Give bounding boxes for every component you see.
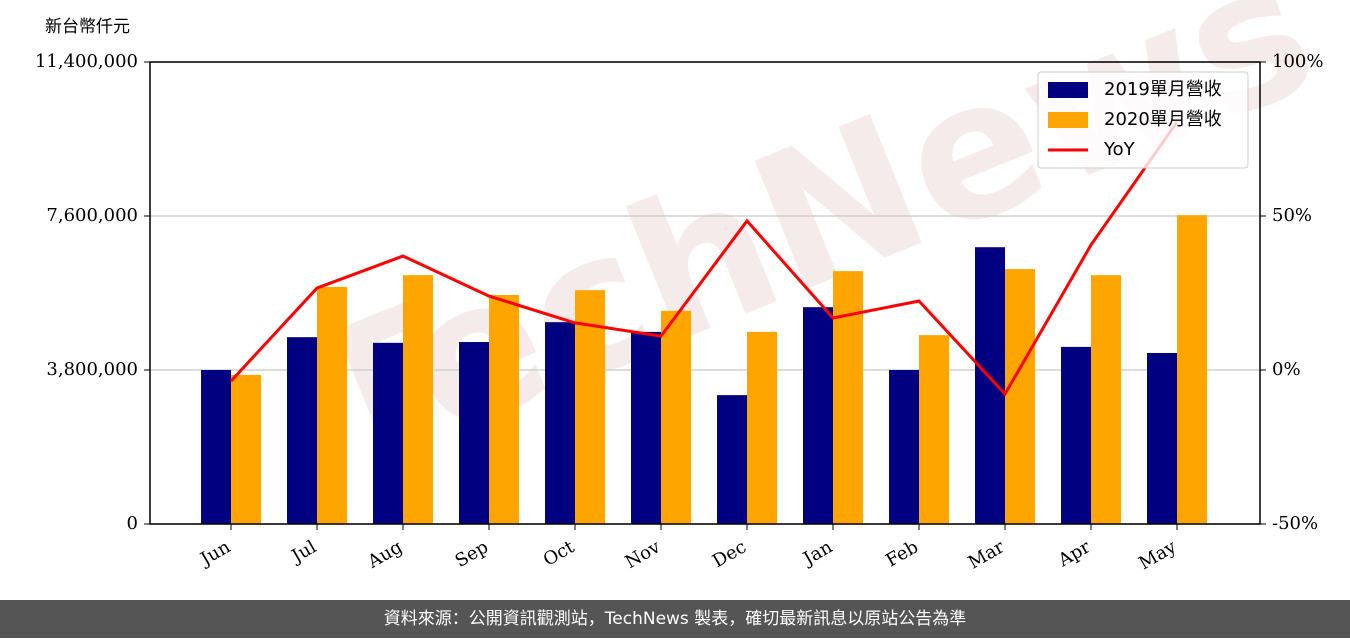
bar — [1147, 352, 1177, 524]
bar — [803, 307, 833, 524]
y2-tick-label: -50% — [1272, 513, 1318, 534]
bar — [747, 331, 777, 524]
x-tick-label: Jan — [798, 536, 836, 570]
bar — [975, 247, 1005, 524]
footer-bar — [0, 600, 1350, 638]
legend-label: YoY — [1103, 139, 1136, 160]
x-tick-label: Dec — [709, 536, 750, 572]
bar — [545, 322, 575, 524]
bar — [287, 337, 317, 524]
bar — [717, 395, 747, 524]
bar — [1091, 275, 1121, 524]
plot-frame — [149, 61, 1261, 525]
footer: 資料來源：公開資訊觀測站，TechNews 製表，確切最新訊息以原站公告為準 — [384, 609, 966, 629]
bar — [661, 310, 691, 524]
y-tick-label: 7,600,000 — [46, 205, 138, 226]
x-tick-label: Oct — [540, 536, 579, 571]
bar — [631, 331, 661, 524]
bar — [919, 335, 949, 524]
bar — [575, 290, 605, 524]
x-tick-label: Jun — [195, 536, 234, 571]
bar — [489, 295, 519, 524]
legend-label: 2020單月營收 — [1104, 109, 1222, 130]
bar — [459, 342, 489, 524]
x-tick-label: Apr — [1054, 536, 1094, 571]
y-tick-label: 11,400,000 — [35, 51, 138, 72]
bar — [373, 342, 403, 524]
legend-label: 2019單月營收 — [1104, 79, 1222, 100]
bar — [1061, 346, 1091, 524]
y2-tick-label: 100% — [1272, 51, 1323, 72]
legend-box — [1037, 71, 1249, 169]
x-tick-label: May — [1135, 536, 1180, 574]
legend-swatch — [1048, 112, 1088, 128]
x-tick-label: Feb — [882, 536, 922, 571]
bar — [403, 275, 433, 524]
y-tick-label: 0 — [127, 513, 138, 534]
x-tick-label: Aug — [363, 536, 406, 573]
bar — [201, 370, 231, 524]
legend-swatch — [1048, 82, 1088, 98]
bar — [1177, 215, 1207, 525]
bar — [231, 374, 261, 524]
yoy-line — [229, 121, 1179, 397]
x-tick-label: Sep — [452, 536, 492, 571]
x-tick-label: Nov — [622, 536, 665, 573]
bar — [833, 271, 863, 524]
y-tick-label: 3,800,000 — [46, 359, 138, 380]
y-axis-label: 新台幣仟元 — [45, 17, 130, 37]
y2-tick-label: 50% — [1272, 205, 1312, 226]
bar — [317, 286, 347, 524]
bar — [1005, 269, 1035, 524]
x-tick-label: Mar — [965, 536, 1009, 573]
bar — [889, 370, 919, 524]
x-tick-label: Jul — [286, 536, 320, 568]
y2-tick-label: 0% — [1272, 359, 1301, 380]
